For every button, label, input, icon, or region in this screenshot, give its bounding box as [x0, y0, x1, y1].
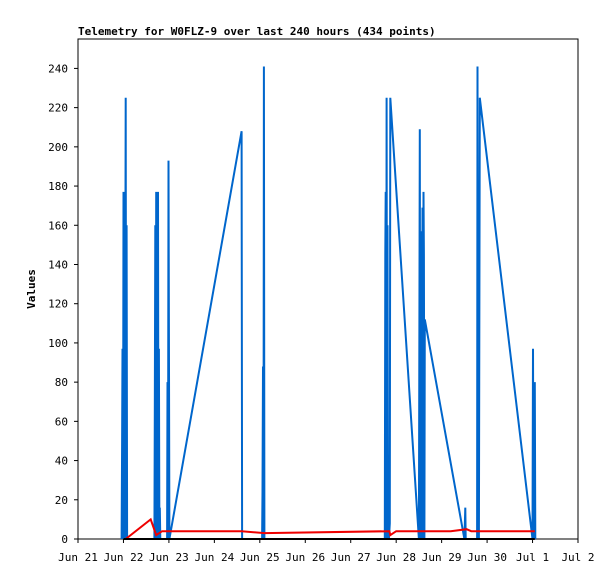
y-axis-label: Values: [25, 269, 38, 309]
y-tick-label: 160: [48, 219, 68, 232]
chart-title: Telemetry for W0FLZ-9 over last 240 hour…: [78, 25, 436, 38]
x-tick-label: Jun 22: [104, 551, 144, 564]
y-tick-label: 200: [48, 141, 68, 154]
y-tick-label: 180: [48, 180, 68, 193]
x-tick-label: Jun 30: [467, 551, 507, 564]
x-tick-label: Jun 24: [194, 551, 234, 564]
y-tick-label: 100: [48, 337, 68, 350]
y-tick-label: 40: [55, 455, 68, 468]
series-line-1: [120, 66, 537, 540]
y-tick-label: 140: [48, 258, 68, 271]
x-tick-label: Jun 25: [240, 551, 280, 564]
y-tick-label: 240: [48, 62, 68, 75]
y-tick-label: 60: [55, 415, 68, 428]
x-tick-label: Jul 1: [516, 551, 549, 564]
x-tick-label: Jun 27: [331, 551, 371, 564]
x-tick-label: Jun 29: [422, 551, 462, 564]
y-tick-label: 0: [61, 533, 68, 546]
x-tick-label: Jun 26: [285, 551, 325, 564]
series-line-2: [125, 517, 535, 540]
x-tick-label: Jun 21: [58, 551, 98, 564]
y-tick-label: 120: [48, 298, 68, 311]
y-tick-label: 80: [55, 376, 68, 389]
x-axis: Jun 21 Jun 22 Jun 23 Jun 24 Jun 25 Jun 26 Jun …: [58, 539, 595, 564]
y-tick-label: 220: [48, 102, 68, 115]
x-tick-label: Jun 23: [149, 551, 189, 564]
series-layer: [120, 66, 537, 540]
y-tick-label: 20: [55, 494, 68, 507]
x-tick-label: Jul 2: [561, 551, 594, 564]
x-tick-label: Jun 28: [376, 551, 416, 564]
y-axis: 0 20 40 60 80 100 120 140 160 180 200 220 240: [48, 62, 78, 546]
